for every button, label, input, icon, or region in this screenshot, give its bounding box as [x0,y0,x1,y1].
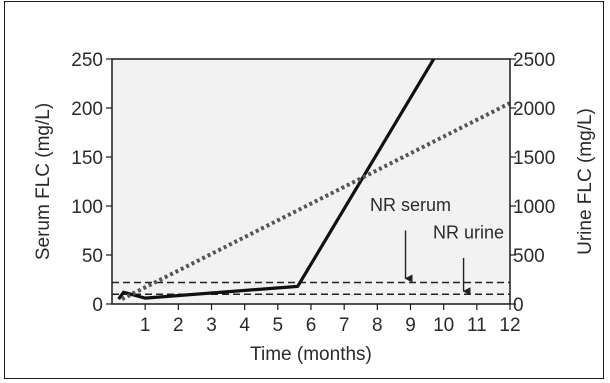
y-left-tick-label: 150 [71,148,103,169]
y-right-tick-label: 1000 [513,197,555,218]
x-tick-label: 7 [339,315,350,336]
series-layer [117,59,510,301]
y-left-tick-label: 100 [71,197,103,218]
series-line-dotted [121,101,510,301]
x-tick-label: 5 [273,315,284,336]
x-tick-label: 1 [140,315,151,336]
x-tick-label: 8 [372,315,383,336]
y-right-tick-label: 0 [513,295,524,316]
y-left-tick-label: 0 [92,295,103,316]
x-tick-label: 12 [499,315,520,336]
y-right-tick-label: 500 [513,246,545,267]
y-axis-right-title: Urine FLC (mg/L) [575,108,596,255]
annotation-label-1: NR urine [433,222,504,242]
x-tick-label: 11 [467,315,487,336]
y-left-tick-label: 200 [71,99,103,120]
x-tick-label: 10 [433,315,454,336]
series-line-solid [117,59,436,301]
x-tick-label: 3 [206,315,217,336]
y-axis-left-title: Serum FLC (mg/L) [33,103,54,260]
x-tick-label: 6 [306,315,317,336]
y-right-tick-label: 2000 [513,99,555,120]
y-left-tick-label: 50 [82,246,103,267]
y-right-tick-label: 2500 [513,50,555,71]
annotation-label-0: NR serum [370,195,451,215]
figure-frame: NR serum NR urine 1 2 3 4 5 6 7 8 9 10 11 12 0 50 100 15… [4,1,604,379]
y-left-tick-label: 250 [71,50,103,71]
y-right-tick-label: 1500 [513,148,555,169]
axis-ticks: 1 2 3 4 5 6 7 8 9 10 11 120501001502002500500100015… [71,50,555,336]
x-tick-label: 4 [239,315,250,336]
x-tick-label: 9 [405,315,416,336]
x-axis-title: Time (months) [250,344,372,365]
annotations: NR serum NR urine [370,195,504,296]
x-tick-label: 2 [173,315,184,336]
